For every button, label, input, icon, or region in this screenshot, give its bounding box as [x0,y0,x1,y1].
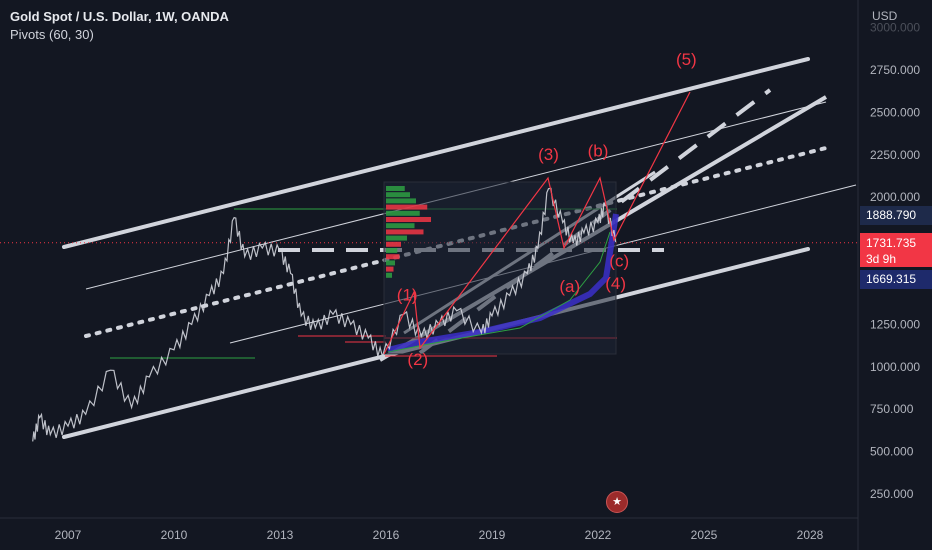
volume-profile-bar [386,248,398,253]
price-line [32,187,617,442]
wave-label: (1) [397,286,418,305]
volume-profile-bar [386,266,394,272]
time-tick-label: 2007 [55,528,82,542]
wave-label: (b) [588,141,609,160]
pivot-upper-value: 1888.790 [866,208,917,222]
symbol-title[interactable]: Gold Spot / U.S. Dollar, 1W, OANDA [10,9,229,24]
price-series-group [32,91,691,442]
indicator-line [387,231,611,353]
us-flag-icon[interactable]: ★ [606,491,628,513]
wave-label: (2) [407,350,428,369]
volume-profile-bar [386,204,428,210]
time-tick-label: 2028 [797,528,824,542]
volume-profile-bar [386,229,424,235]
wave-labels: (1) (2) (3) (b) (a) (4) (c) (5) [397,50,697,369]
pivot-lower-value: 1669.315 [866,272,917,286]
price-value: 1731.735 [866,236,917,250]
wave-label: (5) [676,50,697,69]
time-tick-label: 2010 [161,528,188,542]
volume-profile-bar [386,235,407,241]
volume-profile-bar [386,260,395,266]
price-tick-label: 750.000 [870,402,914,416]
volume-profile-bar [386,192,410,198]
time-tick-label: 2013 [267,528,294,542]
currency-label: USD [872,9,898,23]
price-tick-label: 250.000 [870,487,914,501]
price-tick-label: 3000.000 [870,21,920,35]
time-tick-label: 2022 [585,528,612,542]
price-tick-label: 2000.000 [870,190,920,204]
price-tick-label: 2750.000 [870,63,920,77]
wave-label: (4) [605,274,626,293]
wave-label: (c) [609,252,629,271]
price-tick-label: 500.000 [870,445,914,459]
volume-profile-bar [386,223,415,229]
volume-profile-bar [386,217,431,222]
volume-profile-bar [386,272,392,278]
indicator-label[interactable]: Pivots (60, 30) [10,27,94,42]
time-tick-label: 2025 [691,528,718,542]
wave-path [383,91,691,355]
chart-header: Gold Spot / U.S. Dollar, 1W, OANDA Pivot… [10,8,229,44]
volume-profile-bar [386,241,401,247]
pivot-upper-badge: 1888.790 [860,206,932,225]
channel-upper-line [62,57,810,249]
price-tick-label: 2250.000 [870,148,920,162]
countdown-value: 3d 9h [866,252,897,266]
price-tick-label: 1000.000 [870,360,920,374]
price-tick-label: 2500.000 [870,105,920,119]
channel-midline-dotted [84,146,828,338]
volume-profile-bar [386,186,405,191]
wave-label: (3) [538,145,559,164]
wave-label: (a) [559,277,580,296]
time-tick-label: 2016 [373,528,400,542]
time-axis[interactable]: 2007 2010 2013 2016 2019 2022 2025 2028 [55,528,824,542]
volume-profile-bar [386,210,420,216]
price-badge: 1731.735 3d 9h [860,233,932,267]
indicator-band [387,213,619,353]
volume-profile-bar [386,254,400,260]
price-tick-label: 1250.000 [870,317,920,331]
volume-profile-bar [386,198,416,204]
pivot-lower-badge: 1669.315 [860,270,932,289]
volume-profile [383,181,619,355]
time-tick-label: 2019 [479,528,506,542]
